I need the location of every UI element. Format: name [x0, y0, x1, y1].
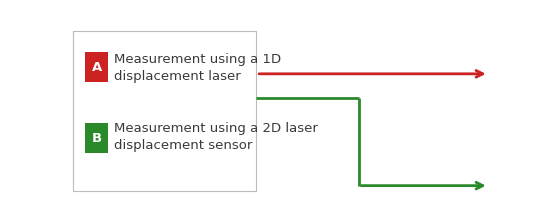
Text: B: B	[92, 132, 102, 145]
FancyBboxPatch shape	[73, 31, 256, 191]
FancyBboxPatch shape	[85, 123, 108, 154]
Text: Measurement using a 2D laser
displacement sensor: Measurement using a 2D laser displacemen…	[113, 122, 317, 152]
FancyBboxPatch shape	[85, 52, 108, 82]
Text: Measurement using a 1D
displacement laser: Measurement using a 1D displacement lase…	[113, 53, 280, 83]
Text: A: A	[91, 61, 102, 73]
